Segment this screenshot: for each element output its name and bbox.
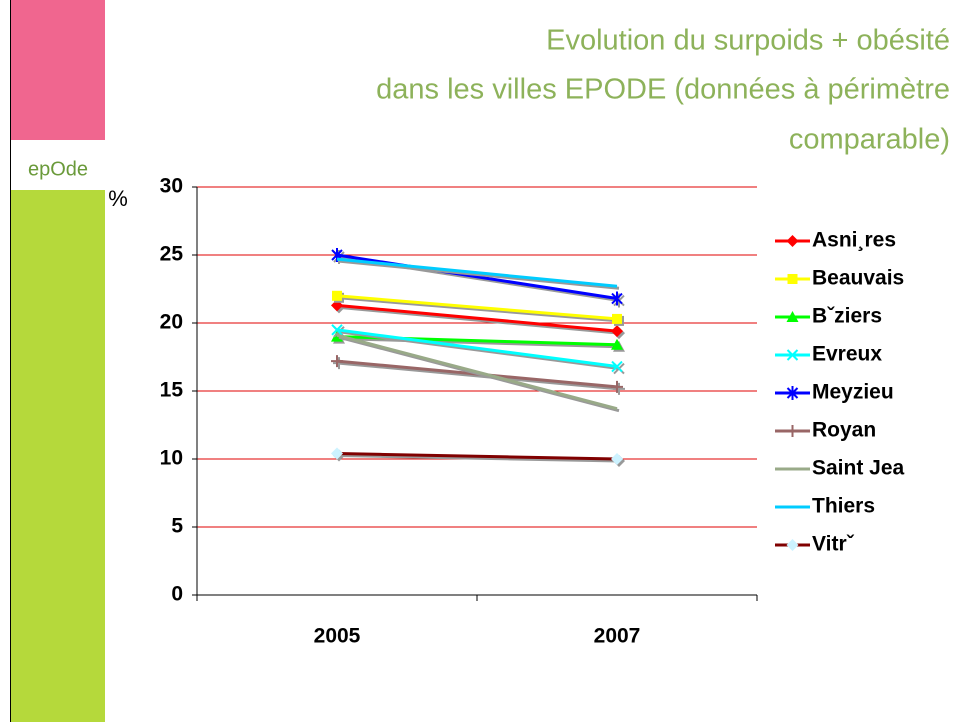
- legend-label: Saint Jea: [812, 457, 905, 480]
- title-line: comparable): [789, 124, 950, 156]
- marker: [612, 313, 622, 324]
- sidebar-green: [10, 190, 105, 722]
- y-tick-label: 30: [160, 175, 183, 198]
- marker: [331, 355, 343, 368]
- y-tick-label: 25: [160, 243, 184, 266]
- legend-label: Royan: [812, 419, 876, 442]
- legend-label: Beauvais: [812, 267, 904, 290]
- series-line: [336, 335, 618, 347]
- legend-marker: [786, 311, 799, 322]
- marker: [611, 380, 623, 393]
- series-line: [336, 253, 618, 301]
- series: [336, 257, 618, 288]
- marker: [332, 290, 342, 301]
- title: Evolution du surpoids + obésité dans les…: [376, 25, 950, 156]
- marker: [331, 299, 343, 312]
- legend-marker: [786, 539, 799, 551]
- series: [331, 355, 623, 393]
- legend-marker: [787, 274, 798, 284]
- legend-label: Evreux: [812, 343, 882, 366]
- legend-marker: [786, 386, 799, 400]
- marker: [611, 338, 623, 350]
- x-tick-label: 2007: [594, 625, 641, 648]
- legend-label: Vitrˇ: [812, 533, 855, 556]
- y-tick-label: 0: [171, 583, 183, 606]
- series: [331, 324, 623, 373]
- y-axis-label: %: [108, 186, 128, 211]
- title-line: dans les villes EPODE (données à périmèt…: [376, 74, 950, 106]
- series-line: [336, 359, 618, 389]
- marker: [611, 325, 623, 338]
- series: [331, 447, 623, 465]
- series-line: [336, 303, 618, 333]
- legend-label: Thiers: [812, 495, 875, 518]
- series-line: [336, 257, 618, 288]
- marker: [331, 324, 343, 336]
- series: [331, 248, 623, 306]
- series-line: [336, 294, 618, 321]
- series: [336, 333, 618, 411]
- title-line: Evolution du surpoids + obésité: [546, 25, 950, 57]
- series-line: [336, 333, 618, 411]
- marker: [611, 453, 623, 465]
- marker: [331, 447, 343, 460]
- legend-marker: [786, 425, 799, 437]
- logo: epOde: [28, 158, 88, 180]
- marker: [611, 291, 623, 306]
- y-tick-label: 15: [160, 379, 184, 402]
- y-tick-label: 10: [160, 447, 183, 470]
- legend-label: Bˇziers: [812, 305, 882, 328]
- series-line: [336, 452, 618, 461]
- legend-marker: [786, 349, 799, 361]
- marker: [611, 360, 623, 373]
- x-tick-label: 2005: [314, 625, 361, 648]
- y-tick-label: 5: [171, 515, 183, 538]
- sidebar-pink: [10, 0, 105, 140]
- series: [331, 299, 623, 338]
- series-line: [336, 328, 618, 369]
- y-tick-label: 20: [160, 311, 183, 334]
- legend-label: Meyzieu: [812, 381, 894, 404]
- legend-marker: [786, 235, 799, 247]
- legend-label: Asni¸res: [812, 229, 896, 252]
- series: [332, 290, 622, 324]
